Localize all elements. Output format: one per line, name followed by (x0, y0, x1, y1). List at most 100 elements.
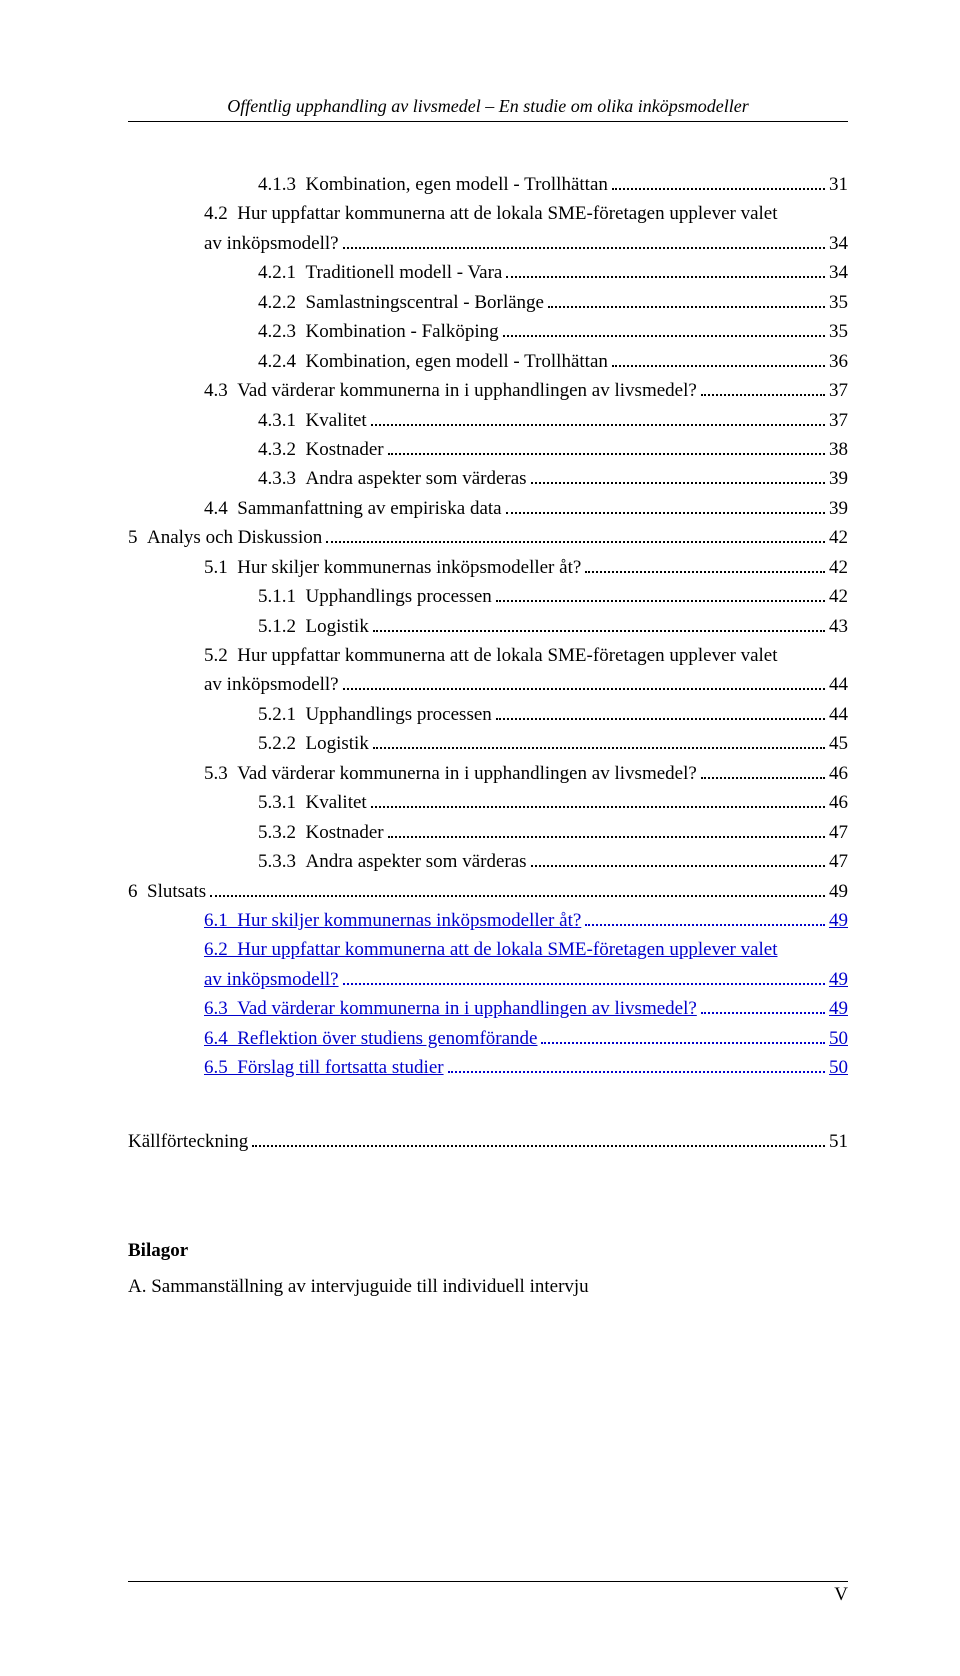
toc-page: 31 (829, 170, 848, 199)
toc-label: 5.1 Hur skiljer kommunernas inköpsmodell… (204, 553, 581, 582)
spacer (128, 1200, 848, 1230)
toc-leader (373, 732, 825, 749)
toc-leader (343, 232, 825, 249)
toc-label: 5.1.2 Logistik (258, 612, 369, 641)
toc-label: 5.3.2 Kostnader (258, 818, 384, 847)
toc-page: 50 (829, 1024, 848, 1053)
toc-entry: 5.3.2 Kostnader47 (128, 818, 848, 847)
toc-label: 6.4 Reflektion över studiens genomförand… (204, 1024, 537, 1053)
toc-label: 4.3 Vad värderar kommunerna in i upphand… (204, 376, 697, 405)
toc-page: 37 (829, 406, 848, 435)
toc-leader (585, 909, 825, 926)
toc-label: 6.1 Hur skiljer kommunernas inköpsmodell… (204, 906, 581, 935)
toc-page: 37 (829, 376, 848, 405)
toc-entry[interactable]: 6.2 Hur uppfattar kommunerna att de loka… (128, 935, 848, 964)
toc-label: 4.2 Hur uppfattar kommunerna att de loka… (204, 199, 778, 228)
toc-leader (503, 320, 825, 337)
toc-page: 42 (829, 582, 848, 611)
toc-page: 51 (829, 1127, 848, 1156)
toc-leader (373, 614, 825, 631)
toc-page: 47 (829, 847, 848, 876)
toc-page: 39 (829, 494, 848, 523)
toc-leader (541, 1027, 825, 1044)
toc-label: 6.5 Förslag till fortsatta studier (204, 1053, 444, 1082)
toc-entry[interactable]: 6.3 Vad värderar kommunerna in i upphand… (128, 994, 848, 1023)
toc-label: 6.2 Hur uppfattar kommunerna att de loka… (204, 935, 778, 964)
toc-label: av inköpsmodell? (204, 965, 339, 994)
toc-leader (531, 850, 825, 867)
toc-page: 36 (829, 347, 848, 376)
toc-label: av inköpsmodell? (204, 670, 339, 699)
toc-leader (388, 821, 825, 838)
toc-label: 5 Analys och Diskussion (128, 523, 322, 552)
toc-leader (448, 1056, 825, 1073)
toc-entry: 4.4 Sammanfattning av empiriska data 39 (128, 494, 848, 523)
toc-page: 35 (829, 317, 848, 346)
toc-page: 44 (829, 670, 848, 699)
toc-page: 34 (829, 258, 848, 287)
toc-leader (612, 350, 825, 367)
toc-page: 35 (829, 288, 848, 317)
toc-leader (612, 173, 825, 190)
toc-entry: 4.3.1 Kvalitet 37 (128, 406, 848, 435)
toc-label: 6.3 Vad värderar kommunerna in i upphand… (204, 994, 697, 1023)
appendix-item: A. Sammanställning av intervjuguide till… (128, 1276, 848, 1298)
toc-label: 5.2.1 Upphandlings processen (258, 700, 492, 729)
toc-label: 4.2.2 Samlastningscentral - Borlänge (258, 288, 544, 317)
toc-entry: 6 Slutsats49 (128, 877, 848, 906)
page-number: V (128, 1581, 848, 1606)
toc-entry: 4.3 Vad värderar kommunerna in i upphand… (128, 376, 848, 405)
toc-label: 5.3.1 Kvalitet (258, 788, 367, 817)
toc-label: av inköpsmodell? (204, 229, 339, 258)
toc-leader (371, 791, 825, 808)
toc-leader (343, 968, 825, 985)
toc-label: 4.1.3 Kombination, egen modell - Trollhä… (258, 170, 608, 199)
toc-page: 49 (829, 877, 848, 906)
toc-label: 4.3.1 Kvalitet (258, 406, 367, 435)
toc-entry-continuation: av inköpsmodell? 34 (128, 229, 848, 258)
toc-entry-continuation: av inköpsmodell? 44 (128, 670, 848, 699)
toc-page: 46 (829, 759, 848, 788)
running-header: Offentlig upphandling av livsmedel – En … (128, 96, 848, 122)
toc-entry[interactable]: 6.1 Hur skiljer kommunernas inköpsmodell… (128, 906, 848, 935)
toc-entry: 4.2.1 Traditionell modell - Vara 34 (128, 258, 848, 287)
toc-page: 44 (829, 700, 848, 729)
toc-entry-continuation[interactable]: av inköpsmodell? 49 (128, 965, 848, 994)
toc-page: 49 (829, 906, 848, 935)
references-row: Källförteckning 51 (128, 1127, 848, 1156)
toc-entry[interactable]: 6.4 Reflektion över studiens genomförand… (128, 1024, 848, 1053)
page: Offentlig upphandling av livsmedel – En … (0, 0, 960, 1298)
toc-label: 5.3.3 Andra aspekter som värderas (258, 847, 527, 876)
toc-label: 5.3 Vad värderar kommunerna in i upphand… (204, 759, 697, 788)
toc-leader (531, 467, 825, 484)
toc-leader (496, 703, 825, 720)
toc-entry: 4.3.2 Kostnader38 (128, 435, 848, 464)
toc-entry: 4.2.4 Kombination, egen modell - Trollhä… (128, 347, 848, 376)
toc-page: 39 (829, 464, 848, 493)
spacer (128, 1083, 848, 1127)
toc-leader (506, 497, 825, 514)
toc-page: 43 (829, 612, 848, 641)
toc-entry: 5.2.1 Upphandlings processen 44 (128, 700, 848, 729)
toc-page: 42 (829, 523, 848, 552)
toc-page: 49 (829, 965, 848, 994)
toc-leader (506, 261, 825, 278)
toc-leader (326, 526, 825, 543)
toc-label: 4.2.4 Kombination, egen modell - Trollhä… (258, 347, 608, 376)
toc-entry: 5.3.3 Andra aspekter som värderas 47 (128, 847, 848, 876)
appendix-heading: Bilagor (128, 1240, 848, 1262)
toc-page: 49 (829, 994, 848, 1023)
toc-label: 4.2.1 Traditionell modell - Vara (258, 258, 502, 287)
toc-page: 50 (829, 1053, 848, 1082)
toc-leader (585, 556, 825, 573)
toc-entry: 5.3 Vad värderar kommunerna in i upphand… (128, 759, 848, 788)
toc-entry: 5.1.1 Upphandlings processen 42 (128, 582, 848, 611)
toc-page: 34 (829, 229, 848, 258)
toc-label: 4.4 Sammanfattning av empiriska data (204, 494, 502, 523)
toc-entry[interactable]: 6.5 Förslag till fortsatta studier 50 (128, 1053, 848, 1082)
toc-entry: 5 Analys och Diskussion 42 (128, 523, 848, 552)
toc-label: Källförteckning (128, 1127, 248, 1156)
toc-leader (548, 291, 825, 308)
toc-label: 5.1.1 Upphandlings processen (258, 582, 492, 611)
toc-leader (701, 379, 825, 396)
